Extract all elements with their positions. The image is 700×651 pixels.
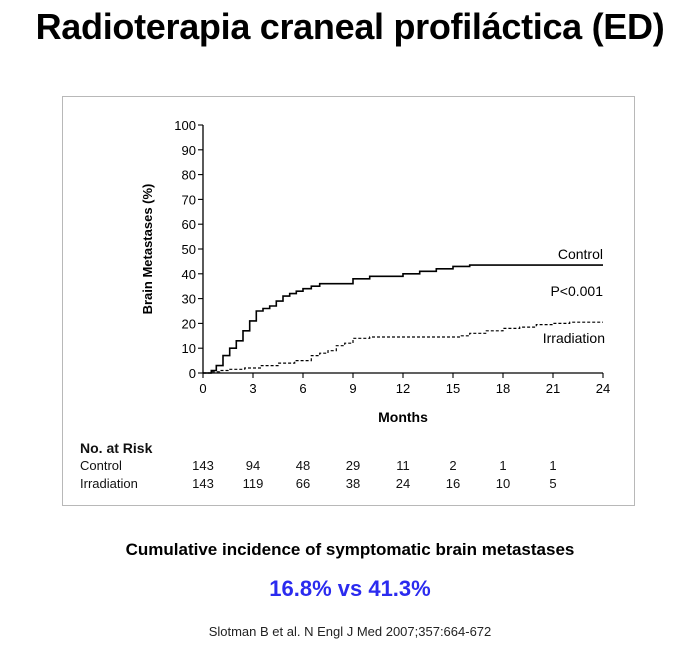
- y-tick-label: 0: [189, 366, 196, 381]
- x-tick-label: 21: [546, 381, 560, 396]
- x-tick-label: 3: [249, 381, 256, 396]
- at-risk-value: 29: [345, 458, 361, 473]
- citation-reference: Slotman B et al. N Engl J Med 2007;357:6…: [208, 624, 492, 639]
- at-risk-row-irradiation: Irradiation 143 119 66 38 24 16 10 5: [80, 476, 640, 492]
- y-tick-label: 50: [182, 242, 196, 257]
- x-tick-label: 9: [349, 381, 356, 396]
- at-risk-value: 24: [395, 476, 411, 491]
- series-line-control: [203, 264, 603, 374]
- p-value-annotation: P<0.001: [550, 283, 603, 299]
- at-risk-value: 5: [549, 476, 557, 491]
- series-curves: [203, 264, 603, 374]
- at-risk-value: 11: [396, 458, 410, 473]
- x-axis-ticks: 0 3 6 9 12 15 18 21 24: [199, 373, 610, 396]
- y-tick-label: 90: [182, 143, 196, 158]
- at-risk-heading: No. at Risk: [80, 440, 153, 456]
- at-risk-value: 10: [495, 476, 511, 491]
- y-tick-label: 70: [182, 192, 196, 207]
- at-risk-value: 94: [245, 458, 261, 473]
- slide-title: Radioterapia craneal profiláctica (ED): [35, 6, 665, 47]
- y-tick-label: 10: [182, 341, 196, 356]
- at-risk-value: 38: [345, 476, 361, 491]
- result-highlight: 16.8% vs 41.3%: [269, 576, 431, 601]
- at-risk-value: 66: [295, 476, 311, 491]
- series-label-irradiation: Irradiation: [543, 330, 605, 346]
- y-tick-label: 60: [182, 217, 196, 232]
- y-tick-label: 30: [182, 292, 196, 307]
- x-tick-label: 12: [396, 381, 410, 396]
- x-tick-label: 18: [496, 381, 510, 396]
- at-risk-row-control: Control 143 94 48 29 11 2 1 1: [80, 458, 640, 474]
- figure-frame: [62, 96, 635, 506]
- at-risk-value: 2: [449, 458, 457, 473]
- y-tick-label: 20: [182, 316, 196, 331]
- at-risk-row-label: Control: [80, 458, 122, 473]
- figure-caption: Cumulative incidence of symptomatic brai…: [125, 540, 575, 559]
- at-risk-value: 1: [499, 458, 507, 473]
- y-tick-label: 80: [182, 168, 196, 183]
- series-line-irradiation: [203, 321, 603, 374]
- y-axis-ticks: 0 10 20 30 40 50 60 70 80 90 100: [174, 118, 203, 381]
- x-tick-label: 24: [596, 381, 610, 396]
- at-risk-value: 143: [192, 476, 214, 491]
- x-axis-label: Months: [378, 409, 428, 425]
- at-risk-value: 143: [192, 458, 214, 473]
- y-axis-label: Brain Metastases (%): [140, 184, 155, 315]
- y-tick-label: 40: [182, 267, 196, 282]
- at-risk-value: 48: [295, 458, 311, 473]
- at-risk-row-label: Irradiation: [80, 476, 138, 491]
- at-risk-value: 1: [549, 458, 557, 473]
- at-risk-value: 16: [445, 476, 461, 491]
- x-tick-label: 6: [299, 381, 306, 396]
- y-tick-label: 100: [174, 118, 196, 133]
- series-label-control: Control: [558, 246, 603, 262]
- x-tick-label: 0: [199, 381, 206, 396]
- at-risk-value: 119: [242, 476, 264, 491]
- x-tick-label: 15: [446, 381, 460, 396]
